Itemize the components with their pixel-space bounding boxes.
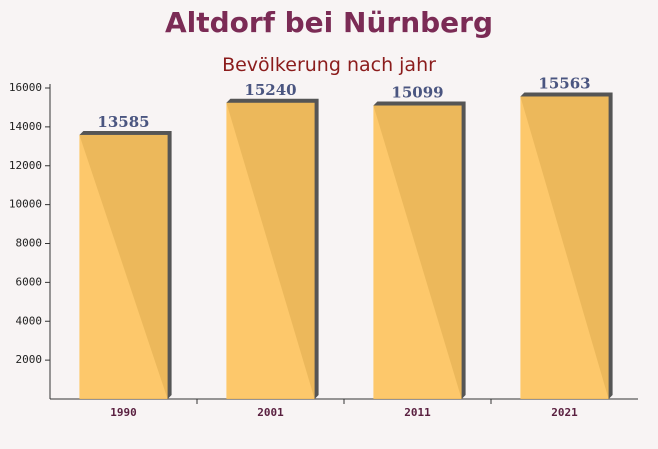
y-tick-label: 8000 xyxy=(16,237,43,250)
y-tick-label: 10000 xyxy=(9,198,42,211)
y-tick-label: 14000 xyxy=(9,120,42,133)
x-tick-label: 2021 xyxy=(551,406,578,419)
y-tick-label: 4000 xyxy=(16,314,43,327)
bar xyxy=(226,102,315,400)
value-label: 15099 xyxy=(391,84,443,102)
value-label: 15240 xyxy=(244,81,296,99)
y-tick-label: 2000 xyxy=(16,353,43,366)
y-tick-label: 16000 xyxy=(9,81,42,94)
value-label: 13585 xyxy=(97,113,149,131)
x-tick-label: 2011 xyxy=(404,406,431,419)
y-tick-label: 6000 xyxy=(16,275,43,288)
chart-title: Altdorf bei Nürnberg xyxy=(165,6,493,39)
bar xyxy=(520,96,609,399)
y-tick-label: 12000 xyxy=(9,159,42,172)
x-tick-label: 2001 xyxy=(257,406,284,419)
value-label: 15563 xyxy=(538,74,590,92)
bar xyxy=(79,134,168,399)
chart-subtitle: Bevölkerung nach jahr xyxy=(222,54,436,76)
bar xyxy=(373,105,462,400)
x-tick-label: 1990 xyxy=(110,406,137,419)
